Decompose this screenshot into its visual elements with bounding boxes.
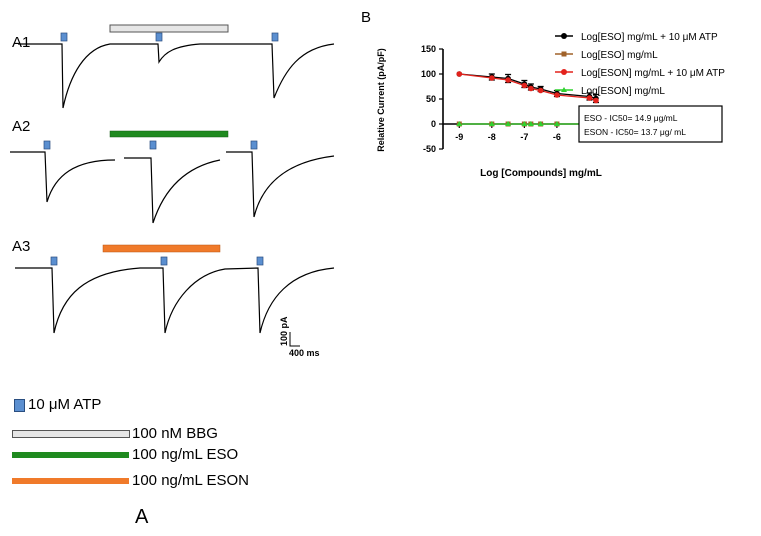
trace-a2 — [10, 151, 335, 224]
legend-label: Log[ESON] mg/mL — [581, 86, 665, 97]
data-point — [593, 97, 599, 104]
data-point — [521, 121, 528, 126]
atp-marker — [149, 140, 157, 150]
atp-key-label: 10 μM ATP — [28, 396, 102, 413]
ic50-eson: ESON - IC50= 13.7 μg/ mL — [584, 127, 686, 137]
data-point — [537, 87, 544, 94]
eso-key-label: 100 ng/mL ESO — [132, 446, 239, 463]
trace-a1 — [18, 43, 335, 109]
legend-swatch-marker — [561, 69, 567, 75]
eso-bar — [109, 130, 229, 138]
atp-marker — [43, 140, 51, 150]
y-tick-label: 150 — [421, 44, 436, 54]
chart-points — [456, 71, 599, 127]
data-point — [456, 121, 463, 126]
data-point — [521, 82, 528, 89]
bbg-bar — [109, 24, 229, 33]
chart-legend: Log[ESO] mg/mL + 10 μM ATP Log[ESO] mg/mL… — [555, 32, 725, 97]
y-tick-label: 0 — [431, 119, 436, 129]
data-point — [456, 71, 463, 77]
data-point — [553, 121, 560, 126]
panel-label-a2: A2 — [12, 118, 31, 135]
panel-label-a1: A1 — [12, 34, 31, 51]
ic50-annotation: ESO - IC50= 14.9 μg/mL ESON - IC50= 13.7… — [578, 105, 723, 143]
eson-key-label: 100 ng/mL ESON — [132, 472, 250, 489]
legend-label: Log[ESO] mg/mL — [581, 50, 658, 61]
panel-label-a3: A3 — [12, 238, 31, 255]
current-traces: 100 pA 400 ms — [10, 24, 335, 358]
scale-bar-x-label: 400 ms — [289, 348, 320, 358]
atp-marker — [50, 256, 58, 266]
y-tick-label: -50 — [423, 144, 436, 154]
legend-swatch-marker — [561, 33, 567, 39]
data-point — [586, 95, 593, 101]
x-tick-label: -7 — [520, 132, 528, 142]
legend-label: Log[ESON] mg/mL + 10 μM ATP — [581, 68, 725, 79]
legend-label: Log[ESO] mg/mL + 10 μM ATP — [581, 32, 718, 43]
y-tick-label: 100 — [421, 69, 436, 79]
atp-marker — [250, 140, 258, 150]
series-line — [459, 73, 597, 102]
atp-marker — [155, 32, 163, 42]
x-tick-label: -6 — [553, 132, 561, 142]
x-tick-label: -9 — [455, 132, 463, 142]
legend-swatch-marker — [561, 87, 567, 92]
bbg-key-label: 100 nM BBG — [132, 425, 218, 442]
x-axis-label: Log [Compounds] mg/mL — [480, 168, 602, 179]
data-point — [505, 77, 511, 83]
atp-key-swatch — [14, 399, 25, 412]
trace-a3 — [15, 267, 335, 334]
eso-key-swatch — [12, 452, 129, 458]
ic50-eso: ESO - IC50= 14.9 μg/mL — [584, 113, 678, 123]
data-point — [488, 121, 495, 126]
atp-marker — [256, 256, 264, 266]
legend-swatch-marker — [561, 51, 567, 57]
atp-marker — [160, 256, 168, 266]
y-tick-label: 50 — [426, 94, 436, 104]
data-point — [537, 121, 544, 126]
data-point — [554, 92, 560, 98]
eson-bar — [102, 244, 221, 253]
scale-bar-y-label: 100 pA — [279, 316, 289, 346]
data-point — [505, 121, 512, 126]
atp-marker — [271, 32, 279, 42]
data-point — [527, 121, 534, 126]
chart-fit-curves — [459, 73, 597, 125]
scale-bar — [289, 332, 300, 347]
bbg-key-swatch — [12, 430, 130, 438]
eson-key-swatch — [12, 478, 129, 484]
data-point — [528, 85, 534, 92]
series-line — [459, 73, 597, 100]
data-point — [489, 75, 495, 81]
atp-marker — [60, 32, 68, 42]
y-axis-label: Relative Current (pA/pF) — [376, 48, 386, 152]
panel-label-b: B — [361, 9, 372, 26]
panel-a-label: A — [135, 506, 149, 528]
x-tick-label: -8 — [488, 132, 496, 142]
